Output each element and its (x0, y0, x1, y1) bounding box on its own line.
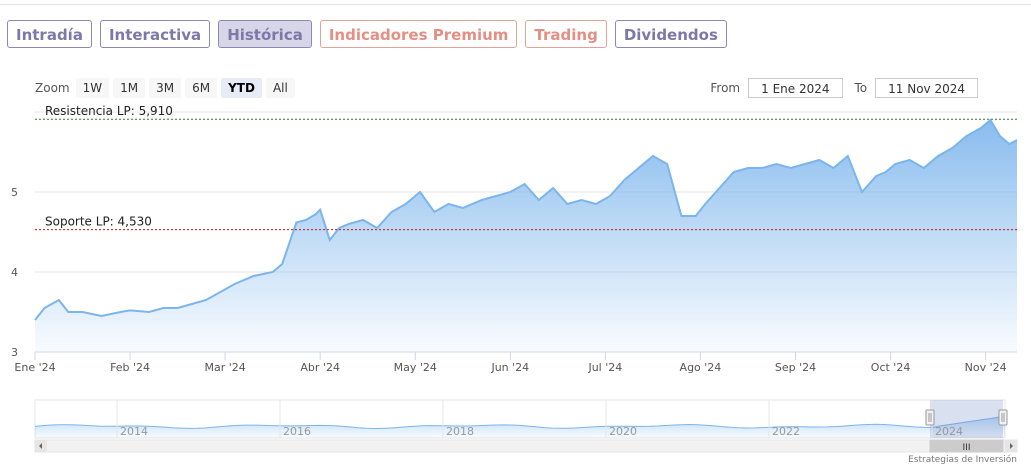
x-tick-label: May '24 (394, 361, 437, 374)
chart-tabs: Intradía Interactiva Histórica Indicadores … (7, 20, 727, 48)
zoom-button-all[interactable]: All (265, 78, 295, 98)
navigator-year-label: 2018 (446, 425, 474, 438)
credit-label: Estrategias de Inversión (908, 455, 1017, 465)
to-label: To (854, 81, 868, 95)
zoom-button-ytd[interactable]: YTD (221, 78, 262, 98)
navigator-area (35, 416, 1005, 438)
navigator-year-label: 2016 (283, 425, 311, 438)
y-tick-label: 4 (11, 266, 18, 279)
x-tick-label: Jun '24 (490, 361, 529, 374)
x-tick-label: Oct '24 (871, 361, 911, 374)
navigator-selection (930, 400, 1003, 438)
tab-2[interactable]: Histórica (218, 20, 312, 48)
tab-1[interactable]: Interactiva (99, 20, 211, 48)
x-tick-label: Nov '24 (965, 361, 1007, 374)
x-tick-label: Ene '24 (14, 361, 55, 374)
zoom-label: Zoom (35, 81, 70, 95)
navigator-right-handle[interactable] (998, 409, 1008, 426)
y-tick-label: 3 (11, 346, 18, 359)
from-label: From (710, 81, 741, 95)
tab-5[interactable]: Dividendos (614, 20, 727, 48)
scroll-right-arrow-icon (1010, 443, 1013, 449)
navigator-left-handle[interactable] (925, 409, 935, 426)
navigator-year-label: 2022 (772, 425, 800, 438)
resistance-label: Resistencia LP: 5,910 (45, 104, 173, 118)
x-tick-label: Jul '24 (587, 361, 622, 374)
tab-0[interactable]: Intradía (7, 20, 92, 48)
tab-3[interactable]: Indicadores Premium (319, 20, 518, 48)
scroll-left-arrow-icon (39, 443, 42, 449)
series-area (35, 120, 1017, 352)
tab-4[interactable]: Trading (525, 20, 607, 48)
zoom-button-6m[interactable]: 6M (185, 78, 218, 98)
x-tick-label: Ago '24 (680, 361, 722, 374)
zoom-button-1m[interactable]: 1M (113, 78, 146, 98)
x-tick-label: Mar '24 (204, 361, 245, 374)
scrollbar-thumb[interactable] (929, 439, 1004, 453)
top-divider (0, 4, 1031, 5)
from-date-input[interactable]: 1 Ene 2024 (748, 78, 843, 98)
x-tick-label: Feb '24 (110, 361, 150, 374)
zoom-button-1w[interactable]: 1W (75, 78, 110, 98)
x-tick-label: Abr '24 (300, 361, 340, 374)
to-date-input[interactable]: 11 Nov 2024 (875, 78, 978, 98)
y-tick-label: 5 (11, 186, 18, 199)
date-range: From 1 Ene 2024 To 11 Nov 2024 (710, 78, 978, 98)
support-label: Soporte LP: 4,530 (45, 215, 152, 229)
navigator-year-label: 2024 (935, 425, 963, 438)
navigator-line (34, 415, 1006, 430)
scrollbar-track[interactable] (34, 439, 1018, 453)
scrollbar-grip: III (963, 443, 971, 453)
zoom-bar: Zoom 1W 1M 3M 6M YTD All (35, 78, 299, 98)
navigator-year-label: 2014 (120, 425, 148, 438)
series-line (34, 118, 1018, 321)
zoom-button-3m[interactable]: 3M (149, 78, 182, 98)
x-tick-label: Sep '24 (775, 361, 816, 374)
navigator-year-label: 2020 (609, 425, 637, 438)
